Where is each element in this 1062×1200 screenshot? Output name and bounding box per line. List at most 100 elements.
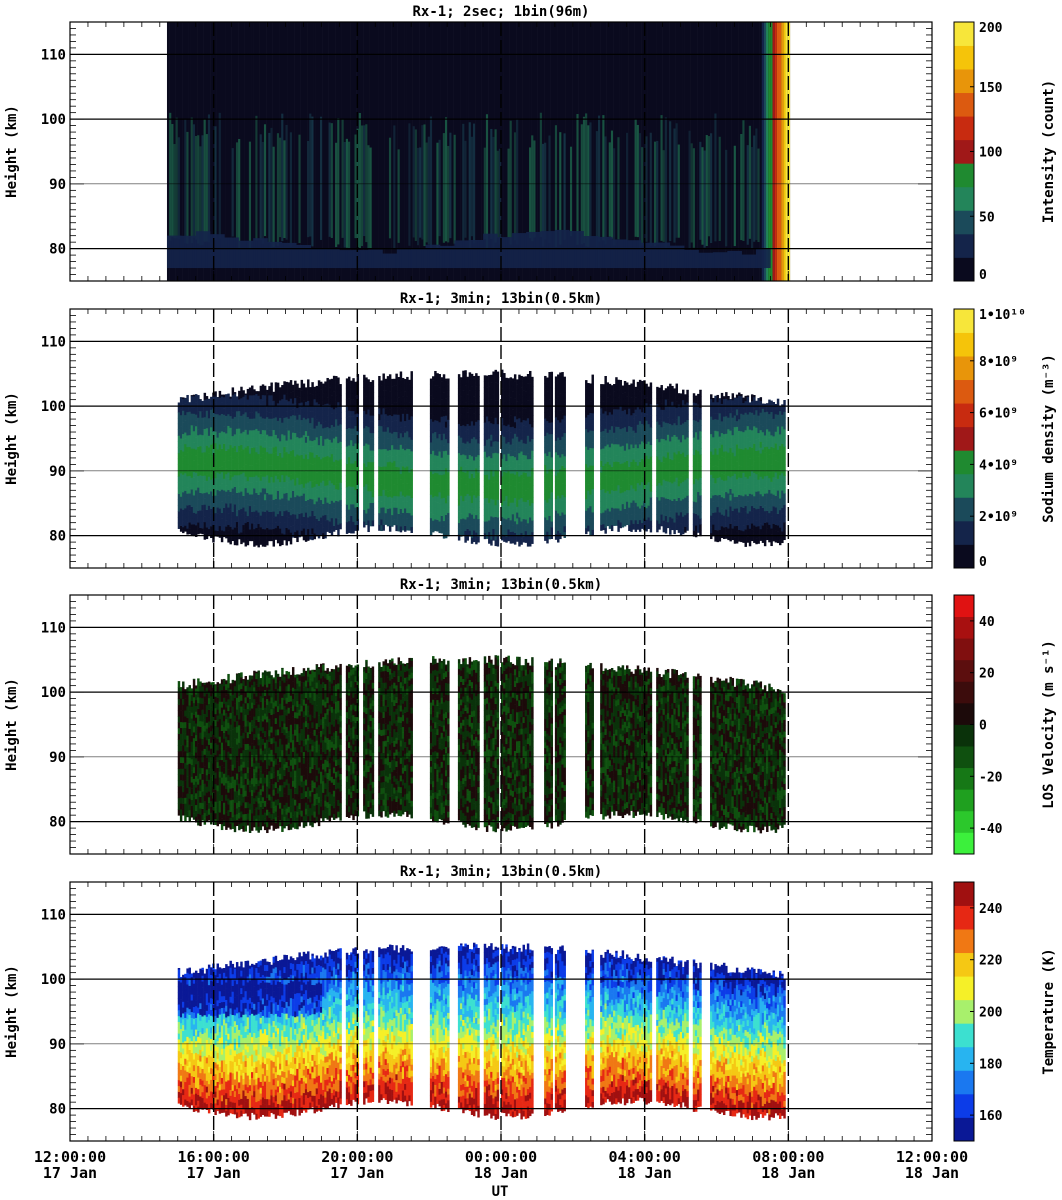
- heatmap-cell: [470, 526, 474, 533]
- heatmap-cell: [289, 491, 293, 498]
- heatmap-column: [455, 22, 459, 281]
- heatmap-cell: [276, 455, 280, 462]
- heatmap-cell: [501, 411, 504, 419]
- heatmap-column: [638, 22, 642, 281]
- heatmap-cell: [227, 454, 230, 461]
- heatmap-cell: [470, 438, 474, 445]
- heatmap-cell: [447, 454, 450, 461]
- heatmap-cell: [266, 428, 269, 435]
- heatmap-cell: [488, 432, 491, 439]
- heatmap-column: [682, 22, 685, 281]
- heatmap-cell: [507, 395, 510, 402]
- heatmap-cell: [270, 441, 273, 448]
- heatmap-cell: [466, 493, 469, 500]
- heatmap-cell: [272, 400, 276, 407]
- heatmap-cell: [203, 469, 207, 476]
- heatmap-cell: [494, 376, 497, 383]
- heatmap-cell: [587, 484, 590, 491]
- heatmap-cell: [259, 486, 263, 493]
- heatmap-cell: [761, 22, 765, 281]
- heatmap-cell: [369, 520, 372, 527]
- heatmap-cell: [384, 512, 388, 520]
- heatmap-cell: [501, 429, 504, 436]
- heatmap-cell: [475, 456, 478, 463]
- heatmap-cell: [434, 420, 437, 427]
- heatmap-cell: [205, 398, 209, 406]
- heatmap-cell: [201, 429, 204, 436]
- heatmap-cell: [770, 22, 773, 281]
- heatmap-cell: [520, 480, 523, 487]
- heatmap-cell: [438, 526, 441, 534]
- heatmap-cell: [354, 396, 357, 403]
- heatmap-cell: [184, 467, 187, 474]
- heatmap-cell: [401, 413, 405, 420]
- heatmap-cell: [367, 386, 370, 393]
- heatmap-cell: [483, 433, 487, 441]
- heatmap-cell: [397, 426, 401, 433]
- heatmap-cell: [225, 473, 228, 481]
- heatmap-column: [625, 22, 629, 281]
- heatmap-cell: [559, 509, 562, 516]
- heatmap-cell: [466, 429, 469, 436]
- heatmap-cell: [496, 406, 500, 413]
- heatmap-cell: [367, 496, 370, 503]
- heatmap-cell: [585, 481, 588, 488]
- heatmap-cell: [432, 526, 435, 533]
- heatmap-cell: [505, 385, 508, 392]
- heatmap-cell: [296, 436, 299, 443]
- heatmap-cell: [242, 507, 245, 514]
- heatmap-cell: [197, 493, 200, 500]
- heatmap-cell: [546, 414, 549, 422]
- heatmap-cell: [496, 453, 500, 460]
- heatmap-cell: [350, 504, 353, 511]
- heatmap-cell: [475, 491, 478, 498]
- heatmap-cell: [511, 531, 515, 538]
- heatmap-cell: [503, 430, 506, 437]
- heatmap-column: [623, 22, 627, 281]
- heatmap-cell: [529, 370, 532, 372]
- heatmap-cell: [291, 409, 295, 416]
- heatmap-cell: [304, 424, 308, 432]
- heatmap-cell: [177, 458, 181, 465]
- heatmap-cell: [294, 479, 297, 486]
- heatmap-cell: [369, 496, 372, 503]
- heatmap-column: [537, 22, 541, 281]
- heatmap-cell: [317, 520, 321, 527]
- heatmap-cell: [179, 519, 183, 526]
- heatmap-column: [194, 22, 198, 281]
- heatmap-cell: [220, 524, 224, 531]
- heatmap-cell: [179, 490, 183, 497]
- heatmap-cell: [238, 399, 241, 406]
- heatmap-cell: [384, 477, 388, 485]
- heatmap-cell: [214, 454, 217, 461]
- heatmap-cell: [544, 418, 547, 425]
- heatmap-cell: [339, 389, 342, 396]
- heatmap-column: [712, 22, 715, 281]
- heatmap-cell: [427, 136, 431, 245]
- heatmap-cell: [511, 455, 515, 462]
- heatmap-cell: [492, 447, 495, 454]
- heatmap-cell: [227, 443, 230, 450]
- heatmap-cell: [263, 511, 267, 518]
- heatmap-cell: [411, 248, 426, 269]
- heatmap-cell: [345, 138, 349, 248]
- heatmap-cell: [505, 379, 508, 386]
- heatmap-cell: [246, 445, 250, 453]
- heatmap-cell: [548, 533, 551, 540]
- heatmap-cell: [319, 476, 323, 483]
- heatmap-cell: [554, 487, 558, 494]
- heatmap-cell: [531, 135, 534, 242]
- heatmap-cell: [511, 484, 515, 491]
- heatmap-cell: [246, 492, 250, 499]
- heatmap-cell: [483, 428, 487, 435]
- heatmap-cell: [492, 383, 495, 390]
- heatmap-cell: [544, 383, 547, 390]
- heatmap-cell: [524, 426, 528, 433]
- heatmap-cell: [457, 464, 461, 471]
- heatmap-cell: [492, 417, 495, 425]
- heatmap-cell: [585, 411, 588, 418]
- heatmap-cell: [330, 378, 334, 385]
- heatmap-column: [397, 22, 401, 281]
- heatmap-cell: [447, 512, 450, 519]
- heatmap-cell: [311, 411, 314, 418]
